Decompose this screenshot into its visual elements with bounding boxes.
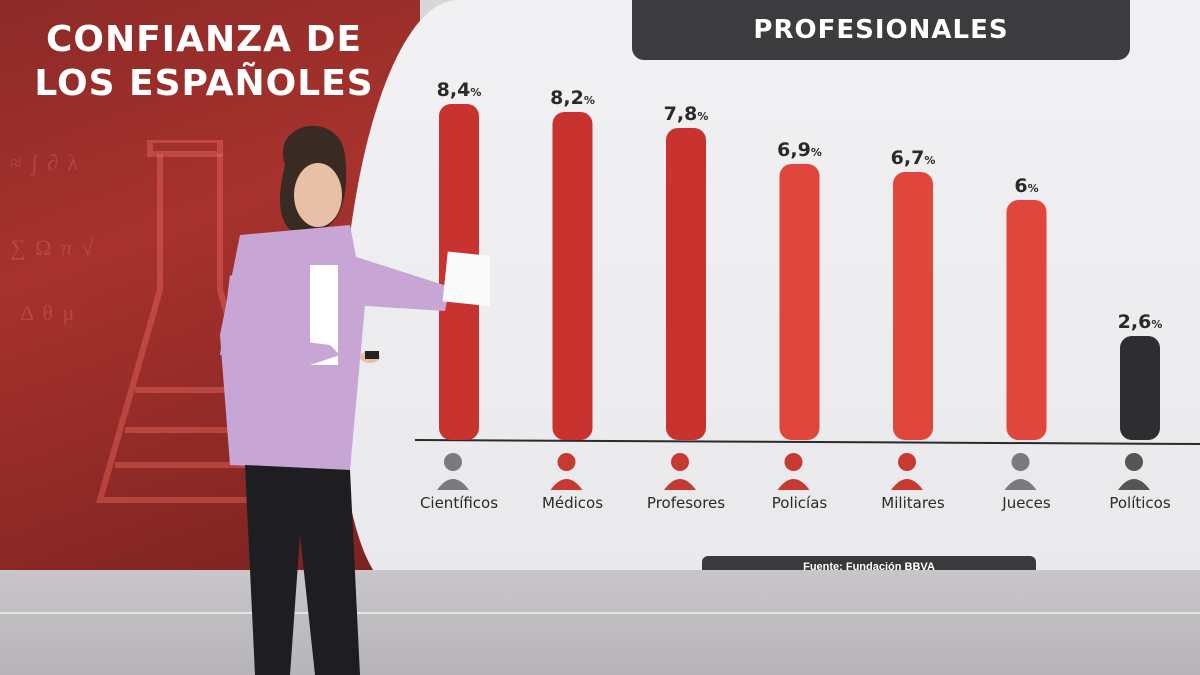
header-bar: PROFESIONALES [632,0,1130,60]
category-label: Policías [772,494,828,512]
police-icon [777,453,810,490]
category-label: Políticos [1109,494,1170,512]
category-label: Científicos [420,494,498,512]
bar-profesores [666,128,706,440]
teacher-icon [664,453,696,490]
bar-militares [893,172,933,440]
doctor-icon [550,453,583,490]
chart-title: PROFESIONALES [753,15,1009,45]
data-label: 8,4% [437,79,482,101]
category-label: Jueces [1001,494,1051,512]
studio-floor [0,570,1200,675]
judge-icon [1004,453,1037,490]
bar-médicos [552,112,593,440]
presenter-figure [220,125,490,675]
page-title: CONFIANZA DE LOS ESPAÑOLES [34,19,374,104]
decor-text: ≈ ∫ ∂ λ [10,150,81,175]
bar-jueces [1006,200,1047,440]
data-label: 6% [1014,175,1038,197]
floor-line [0,612,1200,614]
decor-text: Δ θ μ [20,300,77,325]
x-axis [414,439,1200,445]
data-label: 8,2% [550,87,595,109]
soldier-icon [891,453,923,490]
politician-icon [1118,453,1150,490]
scientist-icon [437,453,469,490]
category-label: Militares [881,494,945,512]
bar-políticos [1120,336,1160,440]
data-label: 6,7% [891,147,936,169]
data-label: 6,9% [777,139,822,161]
category-label: Profesores [647,494,725,512]
data-label: 2,6% [1118,311,1163,333]
decor-text: ∑ Ω π √ [10,235,96,260]
data-label: 7,8% [664,103,709,125]
bar-policías [779,164,820,440]
category-label: Médicos [542,494,603,512]
